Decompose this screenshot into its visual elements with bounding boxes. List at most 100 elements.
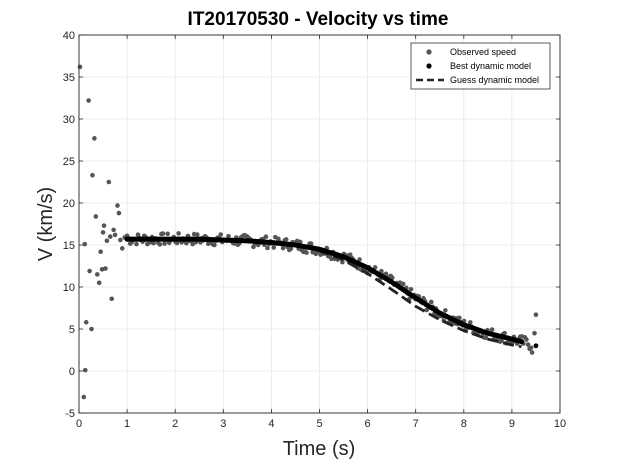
- y-axis-label: V (km/s): [35, 187, 57, 261]
- observed-point: [100, 230, 106, 235]
- observed-point: [83, 319, 89, 325]
- observed-point: [263, 234, 269, 240]
- y-tick-label: 0: [69, 366, 75, 378]
- best-model-point: [533, 343, 539, 349]
- observed-point: [92, 136, 97, 141]
- observed-point: [109, 296, 115, 302]
- x-axis-label: Time (s): [283, 438, 356, 460]
- observed-point: [400, 281, 406, 287]
- observed-point: [483, 335, 489, 340]
- observed-point: [525, 342, 531, 347]
- y-tick-label: 35: [63, 72, 75, 84]
- observed-point: [157, 242, 163, 247]
- observed-point: [429, 299, 434, 305]
- data-layer: [77, 64, 539, 400]
- x-tick-label: 7: [413, 418, 419, 430]
- observed-point: [443, 308, 448, 313]
- observed-point: [176, 231, 181, 236]
- observed-point: [119, 246, 125, 251]
- observed-point: [87, 268, 92, 274]
- observed-point: [489, 327, 495, 332]
- observed-point: [89, 326, 94, 332]
- x-tick-label: 1: [124, 418, 130, 430]
- x-tick-label: 2: [172, 418, 178, 430]
- observed-point: [162, 241, 167, 246]
- y-tick-label: 5: [69, 324, 75, 336]
- legend-box: [410, 42, 551, 90]
- observed-point: [271, 245, 277, 250]
- observed-point: [165, 231, 170, 237]
- observed-point: [297, 239, 303, 245]
- observed-point: [499, 338, 504, 344]
- observed-point: [94, 272, 100, 277]
- x-tick-label: 0: [76, 418, 82, 430]
- observed-point: [408, 286, 414, 292]
- plot-frame: [78, 34, 561, 414]
- observed-point: [107, 234, 113, 239]
- observed-point: [288, 246, 294, 251]
- y-tick-label: 25: [63, 156, 75, 168]
- observed-point: [90, 172, 95, 178]
- observed-point: [226, 233, 231, 239]
- observed-point: [106, 179, 112, 185]
- legend-marker-observed: [426, 49, 432, 55]
- observed-point: [251, 244, 256, 250]
- observed-point: [532, 330, 537, 336]
- y-tick-label: 15: [63, 240, 75, 252]
- observed-point: [82, 241, 88, 247]
- observed-point: [86, 98, 91, 103]
- x-tick-label: 8: [461, 418, 467, 430]
- x-tick-label: 4: [268, 418, 274, 430]
- y-tick-label: -5: [65, 408, 75, 420]
- observed-point: [502, 330, 507, 336]
- x-tick-label: 5: [316, 418, 322, 430]
- x-tick-label: 3: [220, 418, 226, 430]
- observed-point: [134, 241, 139, 247]
- observed-point: [524, 337, 529, 342]
- legend-label-guess: Guess dynamic model: [450, 75, 539, 85]
- x-tick-label: 10: [554, 418, 566, 430]
- legend-label-best: Best dynamic model: [450, 61, 531, 71]
- y-tick-label: 30: [63, 114, 75, 126]
- observed-point: [81, 394, 87, 400]
- observed-point: [372, 265, 378, 270]
- observed-point: [528, 345, 534, 351]
- observed-point: [101, 223, 107, 228]
- observed-point: [340, 259, 345, 265]
- y-tick-label: 40: [63, 30, 75, 42]
- y-tick-label: 20: [63, 198, 75, 210]
- observed-point: [116, 210, 122, 216]
- observed-point: [276, 236, 281, 242]
- observed-point: [457, 315, 462, 321]
- x-tick-label: 6: [365, 418, 371, 430]
- observed-point: [357, 257, 362, 262]
- observed-point: [195, 232, 200, 237]
- legend-marker-best: [426, 63, 432, 69]
- observed-point: [533, 312, 539, 318]
- observed-point: [174, 240, 180, 246]
- observed-point: [160, 231, 166, 236]
- observed-point: [529, 350, 535, 355]
- legend-label-observed: Observed speed: [450, 47, 516, 57]
- observed-point: [104, 238, 110, 244]
- observed-point: [283, 237, 289, 242]
- observed-point: [82, 367, 88, 373]
- observed-point: [304, 250, 309, 255]
- observed-point: [118, 237, 123, 243]
- axes: [78, 34, 561, 414]
- observed-point: [111, 227, 116, 233]
- observed-point: [468, 320, 473, 325]
- y-tick-label: 10: [63, 282, 75, 294]
- observed-point: [151, 240, 156, 246]
- observed-point: [96, 280, 102, 286]
- observed-point: [98, 249, 103, 255]
- observed-point: [93, 214, 99, 219]
- observed-point: [308, 241, 314, 247]
- best-model-point: [518, 339, 525, 345]
- observed-point: [218, 232, 223, 237]
- observed-point: [103, 266, 108, 271]
- legend: Observed speed Best dynamic model Guess …: [410, 42, 551, 90]
- observed-point: [115, 203, 120, 208]
- observed-point: [265, 245, 270, 251]
